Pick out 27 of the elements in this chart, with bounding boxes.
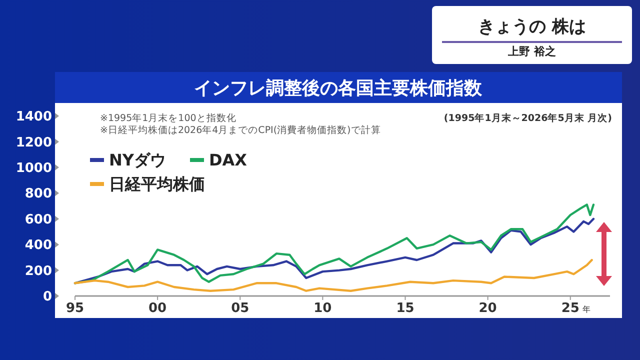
y-tick-label: 600: [24, 212, 52, 228]
line-series: [74, 218, 595, 284]
line-series: [74, 258, 593, 292]
legend-label: 日経平均株価: [109, 174, 205, 194]
y-tick-label: 1000: [16, 160, 52, 176]
x-tick-label: 05: [231, 301, 250, 316]
x-axis-title: 年: [582, 305, 590, 314]
y-tick-label: 200: [24, 264, 52, 279]
x-tick-label: 25: [561, 301, 580, 316]
annotation: ※1995年1月末を100と指数化: [100, 112, 236, 124]
legend-label: DAX: [209, 150, 248, 170]
y-tick-label: 1200: [16, 135, 52, 150]
legend-label: NYダウ: [109, 150, 166, 170]
x-tick-label: 20: [478, 301, 497, 316]
chart-title: インフレ調整後の各国主要株価指数: [194, 78, 483, 99]
annotation: (1995年1月末～2026年5月末 月次): [444, 112, 612, 124]
text: きょうの 株は: [478, 17, 586, 37]
y-tick-label: 1400: [16, 110, 52, 125]
y-tick-label: 0: [42, 290, 52, 305]
annotation: ※日経平均株価は2026年4月までのCPI(消費者物価指数)で計算: [100, 124, 381, 136]
x-tick-label: 00: [148, 301, 167, 316]
y-tick-label: 800: [24, 186, 52, 202]
x-tick-label: 95: [66, 301, 84, 316]
x-tick-label: 15: [396, 301, 414, 316]
x-tick-label: 10: [314, 301, 332, 316]
y-tick-label: 400: [24, 238, 52, 254]
text: 上野 裕之: [507, 45, 556, 58]
